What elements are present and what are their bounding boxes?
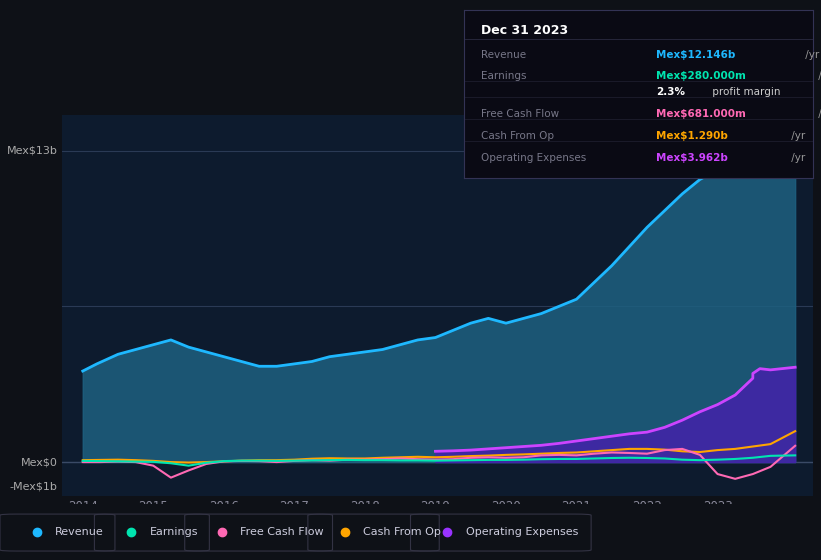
Text: Mex$0: Mex$0 bbox=[21, 457, 57, 467]
Text: 2.3%: 2.3% bbox=[656, 87, 685, 97]
Text: Earnings: Earnings bbox=[149, 527, 198, 537]
Text: Mex$1.290b: Mex$1.290b bbox=[656, 131, 727, 141]
Text: /yr: /yr bbox=[815, 71, 821, 81]
Text: Dec 31 2023: Dec 31 2023 bbox=[481, 24, 568, 36]
Text: Mex$280.000m: Mex$280.000m bbox=[656, 71, 745, 81]
Text: Revenue: Revenue bbox=[481, 50, 526, 60]
Text: Earnings: Earnings bbox=[481, 71, 527, 81]
Text: profit margin: profit margin bbox=[709, 87, 780, 97]
Text: Mex$681.000m: Mex$681.000m bbox=[656, 109, 745, 119]
Text: /yr: /yr bbox=[801, 50, 819, 60]
Text: Cash From Op: Cash From Op bbox=[481, 131, 554, 141]
Text: -Mex$1b: -Mex$1b bbox=[10, 481, 57, 491]
Text: Cash From Op: Cash From Op bbox=[363, 527, 441, 537]
Text: Operating Expenses: Operating Expenses bbox=[481, 153, 586, 163]
Text: /yr: /yr bbox=[815, 109, 821, 119]
Text: Free Cash Flow: Free Cash Flow bbox=[240, 527, 323, 537]
Text: Operating Expenses: Operating Expenses bbox=[466, 527, 578, 537]
Text: /yr: /yr bbox=[788, 131, 805, 141]
Text: Free Cash Flow: Free Cash Flow bbox=[481, 109, 559, 119]
Text: /yr: /yr bbox=[788, 153, 805, 163]
Text: Mex$12.146b: Mex$12.146b bbox=[656, 50, 735, 60]
Text: Mex$3.962b: Mex$3.962b bbox=[656, 153, 727, 163]
Text: Mex$13b: Mex$13b bbox=[7, 146, 57, 156]
Text: Revenue: Revenue bbox=[55, 527, 103, 537]
